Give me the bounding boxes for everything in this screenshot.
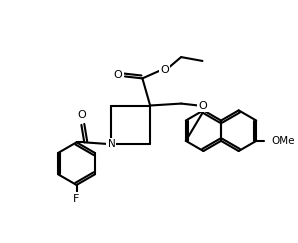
Text: N: N [108, 139, 115, 149]
Text: F: F [73, 193, 80, 203]
Text: O: O [114, 70, 122, 80]
Text: OMe: OMe [272, 136, 295, 146]
Text: O: O [160, 65, 169, 75]
Text: O: O [198, 101, 207, 111]
Text: O: O [77, 110, 86, 120]
